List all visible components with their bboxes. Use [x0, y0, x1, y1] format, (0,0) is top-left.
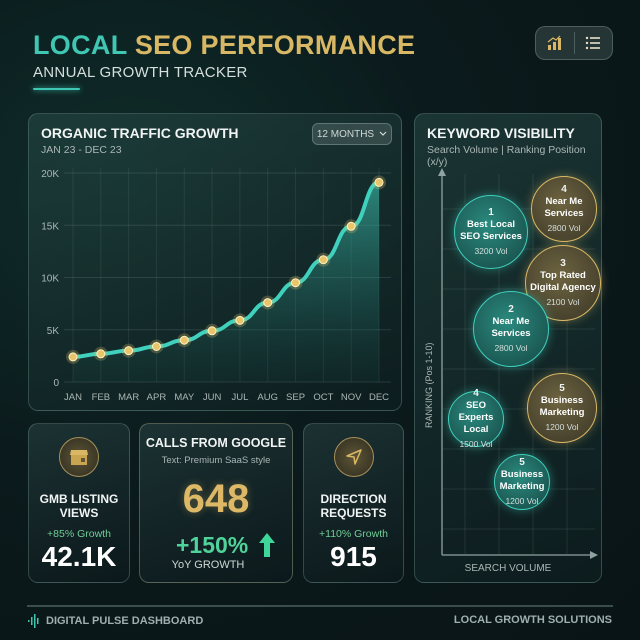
svg-text:5K: 5K	[47, 326, 60, 337]
bar-chart-icon	[547, 35, 561, 50]
view-toggle	[535, 26, 613, 60]
traffic-date-range: JAN 23 - DEC 23	[41, 144, 122, 156]
page-title: LOCAL SEO PERFORMANCE	[33, 30, 416, 60]
svg-text:10K: 10K	[41, 274, 59, 285]
svg-text:JUN: JUN	[203, 392, 222, 403]
calls-subtitle: Text: Premium SaaS style	[161, 455, 271, 466]
range-dropdown[interactable]: 12 MONTHS	[312, 123, 392, 145]
svg-text:15K: 15K	[41, 221, 59, 232]
gmb-value: 42.1K	[41, 541, 117, 572]
keyword-visibility-panel: KEYWORD VISIBILITY Search Volume | Ranki…	[414, 113, 602, 583]
svg-text:NOV: NOV	[341, 392, 362, 403]
keyword-bubble[interactable]: 5 Business Marketing 1200 Vol	[527, 373, 597, 443]
gmb-label-line2: VIEWS	[59, 506, 99, 520]
footer-left-text: DIGITAL PULSE DASHBOARD	[46, 615, 204, 627]
storefront-icon	[59, 437, 99, 477]
chevron-down-icon	[379, 131, 387, 136]
keyword-bubble[interactable]: 1 Best Local SEO Services 3200 Vol	[454, 195, 528, 269]
calls-label: CALLS FROM GOOGLE	[145, 436, 287, 450]
calls-value: 648	[182, 477, 250, 521]
footer-brand: DIGITAL PULSE DASHBOARD	[28, 614, 203, 628]
svg-text:JUL: JUL	[231, 392, 248, 403]
svg-text:20K: 20K	[41, 169, 59, 180]
dir-growth: +110% Growth	[319, 528, 388, 540]
svg-text:DEC: DEC	[369, 392, 389, 403]
keyword-title: KEYWORD VISIBILITY	[427, 125, 575, 141]
svg-text:APR: APR	[147, 392, 167, 403]
page-subtitle: ANNUAL GROWTH TRACKER	[33, 64, 248, 81]
keyword-bubble[interactable]: 3 Top Rated Digital Agency 2100 Vol	[525, 245, 601, 321]
organic-traffic-panel: 0 5K 10K 15K 20K JAN FEB MAR APR MAY JUN JUL AUG SEP O…	[28, 113, 402, 411]
calls-growth-pct: +150%	[176, 532, 249, 558]
x-axis-label: SEARCH VOLUME	[464, 563, 552, 574]
traffic-line-chart: 0 5K 10K 15K 20K JAN FEB MAR APR MAY JUN JUL AUG SEP O…	[41, 168, 391, 403]
toolbar-divider	[573, 32, 575, 54]
dir-value: 915	[330, 541, 377, 572]
arrow-up-icon	[259, 533, 275, 557]
svg-text:OCT: OCT	[313, 392, 333, 403]
title-underline	[33, 88, 80, 90]
keyword-bubble[interactable]: 4 Near Me Services 2800 Vol	[531, 176, 597, 242]
chart-view-button[interactable]	[536, 26, 574, 60]
svg-text:0: 0	[53, 378, 59, 389]
pulse-icon	[28, 614, 39, 628]
keyword-bubble[interactable]: 2 Near Me Services 2800 Vol	[473, 291, 549, 367]
y-axis-label: RANKING (Pos 1-10)	[424, 342, 434, 428]
svg-text:MAY: MAY	[174, 392, 195, 403]
gmb-views-card: GMB LISTING VIEWS +85% Growth 42.1K	[28, 423, 130, 583]
navigation-arrow-icon	[333, 437, 374, 477]
keyword-bubble[interactable]: 4 SEO Experts Local 1500 Vol	[448, 388, 504, 449]
calls-yoy-label: YoY GROWTH	[171, 559, 245, 571]
gmb-growth: +85% Growth	[47, 528, 111, 540]
keyword-bubble[interactable]: 5 Business Marketing 1200 Vol	[494, 454, 550, 510]
svg-text:MAR: MAR	[118, 392, 139, 403]
calls-card: CALLS FROM GOOGLE Text: Premium SaaS sty…	[139, 423, 293, 583]
svg-text:FEB: FEB	[92, 392, 110, 403]
svg-text:AUG: AUG	[257, 392, 278, 403]
footer-right-text: LOCAL GROWTH SOLUTIONS	[453, 614, 612, 626]
dir-label-line1: DIRECTION	[320, 492, 387, 506]
list-icon	[586, 36, 601, 50]
keyword-subtitle: Search Volume | Ranking Position (x/y)	[427, 144, 586, 168]
svg-text:JAN: JAN	[64, 392, 82, 403]
traffic-title: ORGANIC TRAFFIC GROWTH	[41, 125, 239, 141]
footer-divider	[27, 605, 613, 607]
gmb-label-line1: GMB LISTING	[39, 492, 119, 506]
direction-requests-card: DIRECTION REQUESTS +110% Growth 915	[303, 423, 404, 583]
svg-text:SEP: SEP	[286, 392, 305, 403]
list-view-button[interactable]	[574, 26, 612, 60]
range-value: 12 MONTHS	[316, 128, 375, 140]
dir-label-line2: REQUESTS	[320, 506, 387, 520]
